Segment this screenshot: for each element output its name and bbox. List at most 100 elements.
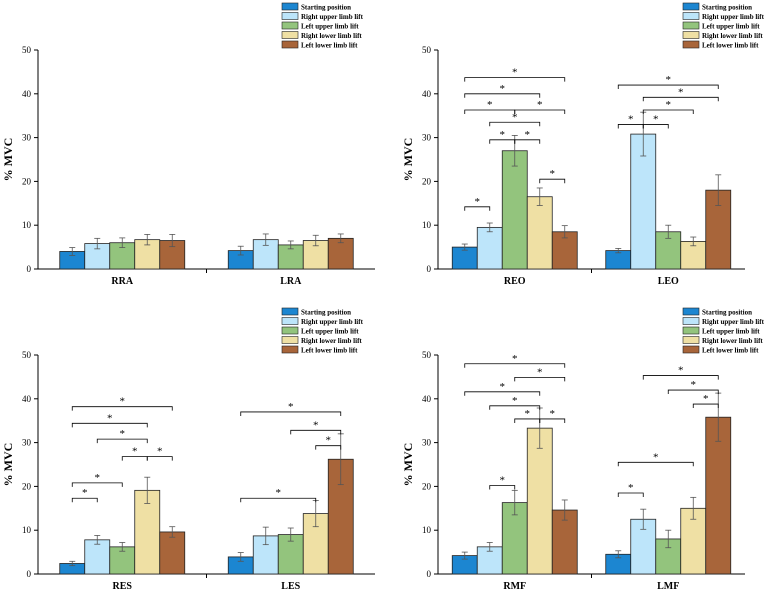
y-tick-label: 20 bbox=[22, 481, 32, 491]
category-label: LES bbox=[281, 581, 300, 590]
significance-star: * bbox=[157, 446, 163, 458]
significance-star: * bbox=[132, 446, 138, 458]
legend-swatch bbox=[682, 317, 700, 325]
y-tick-label: 50 bbox=[22, 45, 32, 55]
significance-bracket bbox=[642, 96, 719, 102]
category-label: RES bbox=[113, 581, 133, 590]
significance-bracket bbox=[617, 461, 694, 467]
legend-label: Left upper limb lift bbox=[301, 328, 359, 336]
significance-bracket bbox=[539, 178, 566, 184]
legend-label: Left upper limb lift bbox=[702, 23, 760, 31]
significance-bracket bbox=[240, 497, 317, 503]
significance-star: * bbox=[107, 412, 113, 424]
y-tick-label: 0 bbox=[27, 569, 32, 579]
significance-star: * bbox=[653, 113, 659, 125]
significance-star: * bbox=[537, 366, 543, 378]
y-axis-label: % MVC bbox=[1, 138, 15, 182]
y-tick-label: 10 bbox=[422, 220, 432, 230]
y-axis-label: % MVC bbox=[1, 443, 15, 487]
significance-bracket bbox=[692, 403, 719, 409]
category-label: REO bbox=[504, 276, 526, 287]
y-tick-label: 30 bbox=[22, 133, 32, 143]
significance-bracket bbox=[464, 363, 566, 368]
legend-label: Right lower limb lift bbox=[702, 337, 763, 345]
significance-star: * bbox=[703, 393, 709, 405]
significance-star: * bbox=[512, 395, 518, 407]
legend-label: Right upper limb lift bbox=[702, 318, 765, 326]
legend-swatch bbox=[682, 21, 700, 30]
y-tick-label: 30 bbox=[22, 438, 32, 448]
significance-star: * bbox=[678, 365, 684, 377]
legend-label: Left lower limb lift bbox=[702, 42, 759, 50]
significance-bracket bbox=[464, 391, 541, 396]
legend-swatch bbox=[281, 2, 299, 11]
legend-label: Starting position bbox=[702, 309, 752, 317]
legend-label: Starting position bbox=[301, 309, 351, 317]
bar bbox=[109, 546, 136, 575]
legend-label: Starting position bbox=[702, 4, 752, 12]
significance-star: * bbox=[678, 86, 684, 98]
category-label: LMF bbox=[657, 581, 679, 590]
significance-bracket bbox=[71, 482, 123, 487]
legend-label: Left upper limb lift bbox=[301, 23, 359, 31]
bar bbox=[705, 416, 732, 575]
y-tick-label: 50 bbox=[22, 350, 32, 360]
significance-bracket bbox=[315, 445, 342, 450]
y-tick-label: 10 bbox=[422, 525, 432, 535]
legend-swatch bbox=[281, 12, 299, 20]
y-tick-label: 40 bbox=[22, 89, 32, 99]
legend-label: Right upper limb lift bbox=[301, 318, 364, 326]
legend-swatch bbox=[682, 40, 700, 49]
y-tick-label: 0 bbox=[27, 264, 32, 274]
significance-star: * bbox=[487, 99, 493, 111]
significance-star: * bbox=[500, 475, 506, 487]
bar bbox=[84, 539, 111, 575]
bar bbox=[526, 196, 553, 270]
significance-bracket bbox=[642, 375, 719, 380]
significance-bracket bbox=[642, 124, 669, 129]
significance-bracket bbox=[514, 139, 541, 144]
category-label: LRA bbox=[280, 276, 302, 287]
legend-label: Left lower limb lift bbox=[702, 347, 759, 355]
significance-bracket bbox=[489, 405, 541, 410]
significance-star: * bbox=[537, 99, 543, 111]
legend-swatch bbox=[281, 317, 299, 325]
significance-bracket bbox=[539, 418, 566, 423]
y-tick-label: 0 bbox=[427, 569, 432, 579]
significance-star: * bbox=[276, 487, 282, 499]
bar bbox=[551, 509, 578, 575]
legend-swatch bbox=[682, 336, 700, 344]
chart-panel-2: 0 10 20 30 40 50 % MVC REO LEO * * * * * * * * * * * * * * Star… bbox=[401, 2, 765, 287]
legend-label: Starting position bbox=[301, 4, 351, 12]
significance-bracket bbox=[489, 485, 516, 490]
bar bbox=[526, 427, 553, 575]
significance-bracket bbox=[514, 109, 566, 115]
significance-bracket bbox=[464, 206, 491, 211]
bar bbox=[159, 531, 186, 575]
significance-star: * bbox=[525, 129, 531, 141]
significance-star: * bbox=[500, 381, 506, 393]
significance-bracket bbox=[121, 456, 148, 461]
category-label: RMF bbox=[503, 581, 526, 590]
significance-bracket bbox=[71, 497, 98, 503]
legend-swatch bbox=[281, 326, 299, 335]
legend-swatch bbox=[281, 307, 299, 316]
significance-star: * bbox=[512, 111, 518, 123]
significance-bracket bbox=[290, 429, 342, 435]
legend-label: Right upper limb lift bbox=[702, 13, 765, 21]
significance-bracket bbox=[240, 411, 342, 416]
y-tick-label: 40 bbox=[22, 394, 32, 404]
significance-bracket bbox=[71, 422, 148, 428]
significance-bracket bbox=[464, 77, 566, 82]
legend-label: Right upper limb lift bbox=[301, 13, 364, 21]
legend-swatch bbox=[281, 336, 299, 344]
significance-bracket bbox=[617, 492, 644, 497]
y-tick-label: 10 bbox=[22, 220, 32, 230]
legend-swatch bbox=[281, 40, 299, 49]
chart-panel-4: 0 10 20 30 40 50 % MVC RMF LMF * * * * * * * * * * * * Starti… bbox=[401, 307, 765, 590]
bar bbox=[476, 226, 503, 270]
significance-star: * bbox=[628, 482, 634, 494]
significance-star: * bbox=[313, 419, 319, 431]
